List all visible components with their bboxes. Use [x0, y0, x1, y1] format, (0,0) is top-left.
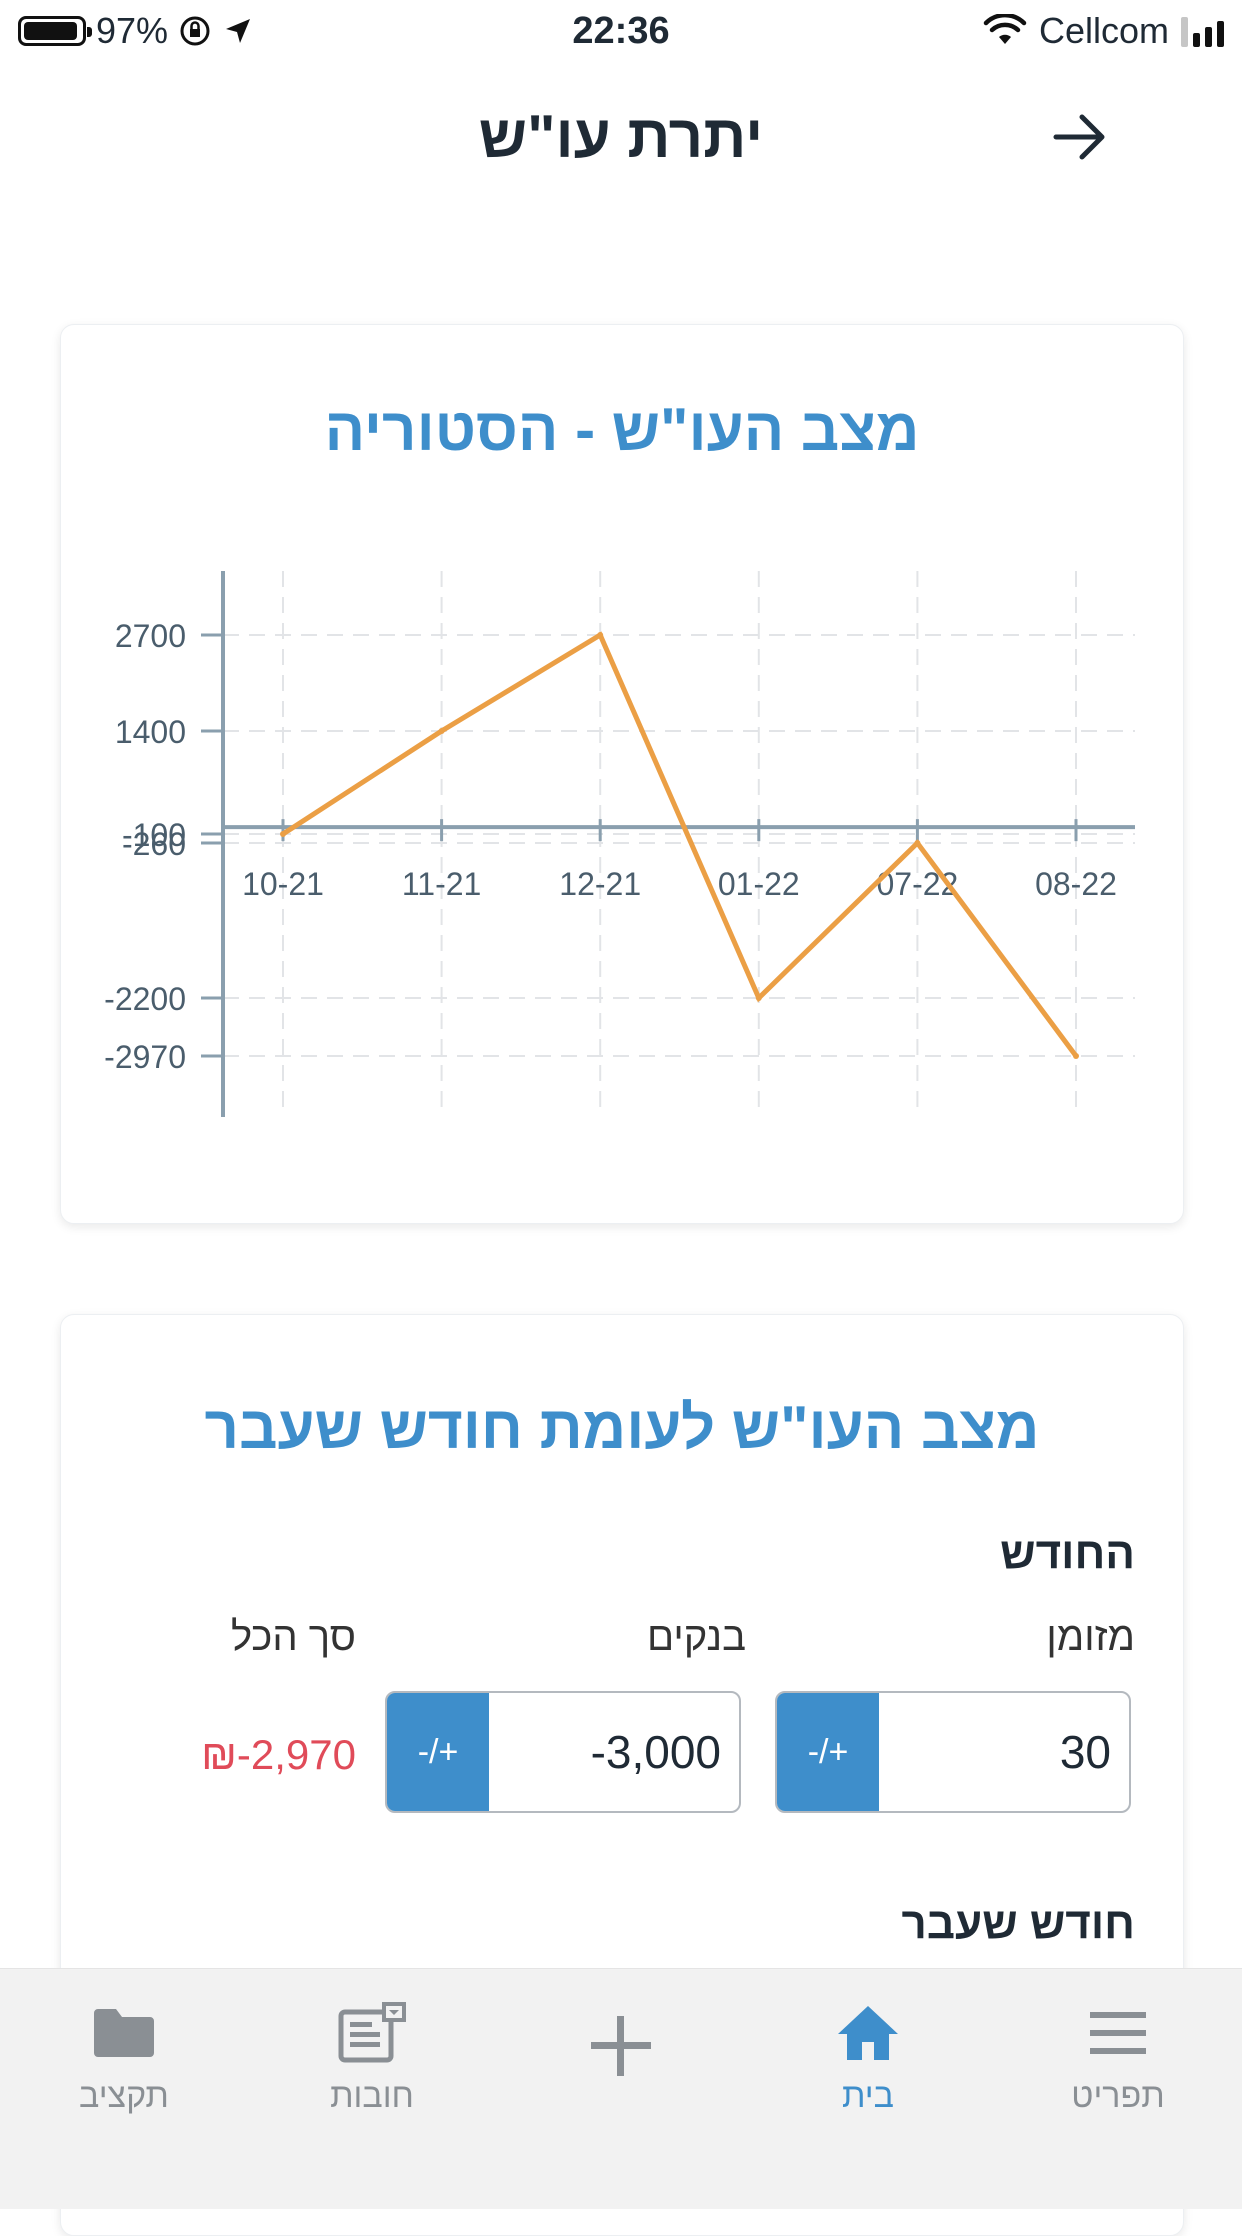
cash-label: מזומן	[1046, 1615, 1135, 1659]
arrow-right-icon	[1053, 114, 1105, 160]
data-point	[914, 840, 921, 846]
compare-card-title: מצב העו"ש לעומת חודש שעבר	[204, 1394, 1040, 1461]
location-arrow-icon	[226, 19, 251, 43]
folder-icon	[92, 1993, 156, 2073]
y-tick-label: -100	[122, 817, 186, 853]
signal-icon	[1181, 15, 1224, 47]
total-label: סך הכל	[230, 1615, 356, 1659]
carrier-name: Cellcom	[1038, 10, 1169, 51]
page-title: יתרת עו"ש	[478, 103, 764, 170]
nav-budget[interactable]: תקציב	[14, 1993, 234, 2116]
data-point	[597, 632, 604, 638]
data-point	[755, 995, 762, 1001]
nav-budget-label: תקציב	[79, 2077, 169, 2115]
y-tick-label: -260	[122, 826, 186, 862]
total-value: ₪-2,970	[201, 1731, 356, 1778]
nav-add[interactable]	[511, 1993, 731, 2099]
y-tick-label: -2970	[104, 1039, 186, 1075]
banks-value[interactable]: -3,000	[590, 1726, 721, 1778]
battery-percent: 97%	[96, 10, 169, 51]
y-tick-label: -2200	[104, 981, 186, 1017]
banks-field[interactable]: -/+ -3,000	[385, 1691, 741, 1813]
data-point	[438, 728, 445, 734]
x-tick-label: 08-22	[1035, 866, 1117, 902]
header: יתרת עו"ש	[0, 80, 1242, 190]
bottom-nav: תפריט בית חובות תקציב	[0, 1968, 1242, 2209]
data-point	[280, 831, 286, 837]
x-tick-label: 11-21	[402, 866, 481, 902]
status-bar: 97% 22:36 Cellcom	[0, 0, 1242, 62]
status-left: 97%	[18, 10, 254, 52]
status-right: Cellcom	[983, 10, 1224, 52]
x-tick-label: 10-21	[242, 866, 324, 902]
nav-home-label: בית	[842, 2077, 894, 2115]
nav-debts[interactable]: חובות	[262, 1993, 482, 2116]
y-tick-label: 2700	[115, 618, 186, 654]
series-line	[281, 631, 1079, 1058]
debts-icon	[338, 1993, 406, 2073]
banks-label: בנקים	[646, 1615, 746, 1659]
history-card: מצב העו"ש - הסטוריה 2700 1400 -100 -260 -220…	[60, 324, 1184, 1224]
x-tick-label: 12-21	[559, 866, 641, 902]
data-point	[1073, 1053, 1079, 1059]
nav-menu[interactable]: תפריט	[1008, 1993, 1228, 2116]
battery-icon	[18, 16, 92, 46]
menu-icon	[1088, 1993, 1148, 2073]
wifi-icon	[983, 14, 1027, 44]
history-card-title: מצב העו"ש - הסטוריה	[324, 396, 920, 463]
home-icon	[836, 1993, 900, 2073]
status-time: 22:36	[572, 10, 670, 52]
nav-menu-label: תפריט	[1071, 2077, 1165, 2115]
nav-home[interactable]: בית	[758, 1993, 978, 2116]
back-button[interactable]	[1040, 102, 1120, 172]
orientation-lock-icon	[180, 16, 210, 46]
add-icon	[589, 1993, 653, 2099]
x-tick-label: 01-22	[718, 866, 800, 902]
banks-sign-toggle[interactable]: -/+	[387, 1693, 489, 1811]
nav-debts-label: חובות	[330, 2077, 414, 2115]
this-month-label: החודש	[1000, 1529, 1135, 1578]
y-tick-label: 1400	[115, 714, 186, 750]
cash-sign-toggle[interactable]: -/+	[777, 1693, 879, 1811]
history-chart: 2700 1400 -100-260 -2200 -2970 10-21 11-21 12-2…	[104, 571, 1135, 1117]
cash-field[interactable]: -/+ 30	[775, 1691, 1131, 1813]
last-month-label: חודש שעבר	[901, 1899, 1136, 1948]
cash-value[interactable]: 30	[1059, 1726, 1111, 1778]
